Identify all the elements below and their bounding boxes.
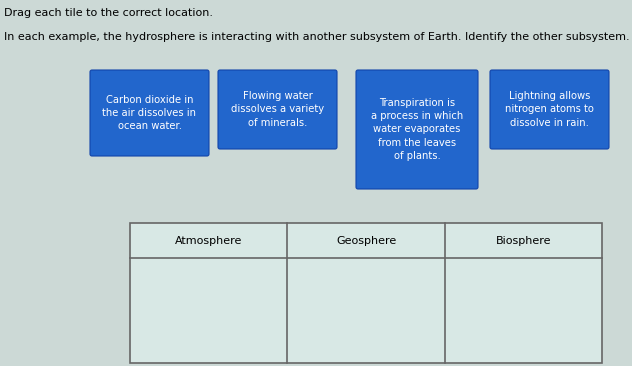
Text: Drag each tile to the correct location.: Drag each tile to the correct location. <box>4 8 213 18</box>
Text: Flowing water
dissolves a variety
of minerals.: Flowing water dissolves a variety of min… <box>231 91 324 128</box>
Text: In each example, the hydrosphere is interacting with another subsystem of Earth.: In each example, the hydrosphere is inte… <box>4 32 629 42</box>
Text: Atmosphere: Atmosphere <box>175 235 242 246</box>
FancyBboxPatch shape <box>356 70 478 189</box>
Text: Lightning allows
nitrogen atoms to
dissolve in rain.: Lightning allows nitrogen atoms to disso… <box>505 91 594 128</box>
FancyBboxPatch shape <box>90 70 209 156</box>
Text: Carbon dioxide in
the air dissolves in
ocean water.: Carbon dioxide in the air dissolves in o… <box>102 95 197 131</box>
Text: Geosphere: Geosphere <box>336 235 396 246</box>
FancyBboxPatch shape <box>490 70 609 149</box>
Text: Transpiration is
a process in which
water evaporates
from the leaves
of plants.: Transpiration is a process in which wate… <box>371 98 463 161</box>
FancyBboxPatch shape <box>218 70 337 149</box>
Text: Biosphere: Biosphere <box>495 235 551 246</box>
Bar <box>130 223 602 363</box>
